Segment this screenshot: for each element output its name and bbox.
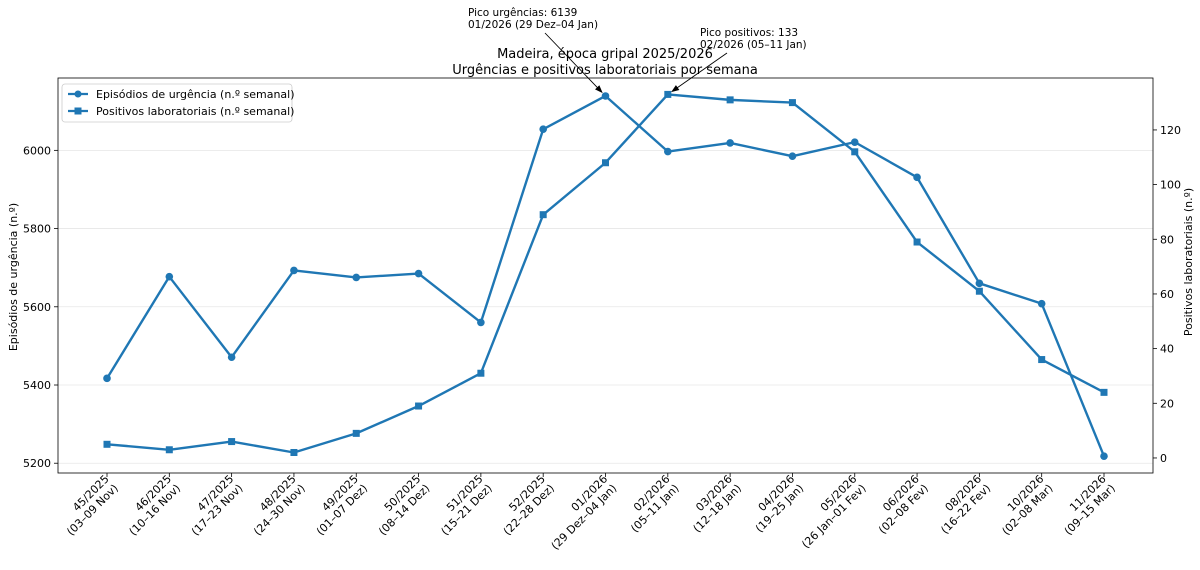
point-positivos bbox=[851, 148, 859, 156]
legend-marker-urgencias bbox=[74, 90, 82, 98]
point-urgencias bbox=[227, 353, 236, 362]
point-positivos bbox=[913, 238, 921, 246]
y-left-tick-label: 5200 bbox=[23, 457, 51, 470]
point-positivos bbox=[228, 438, 236, 446]
point-urgencias bbox=[103, 374, 111, 383]
series-positivos bbox=[103, 90, 1108, 456]
annotation-peak-urgencias-line2: 01/2026 (29 Dez–04 Jan) bbox=[468, 19, 598, 31]
point-urgencias bbox=[975, 279, 984, 288]
point-positivos bbox=[664, 90, 672, 98]
chart-title: Madeira, época gripal 2025/2026 bbox=[497, 47, 713, 62]
annotation-peak-positivos: Pico positivos: 133 02/2026 (05–11 Jan) bbox=[671, 27, 807, 93]
point-positivos bbox=[1100, 388, 1108, 396]
point-urgencias bbox=[539, 125, 547, 134]
y-right-tick-label: 80 bbox=[1160, 233, 1174, 246]
annotation-peak-urgencias-arrow bbox=[544, 32, 599, 90]
left-axis: 5200 5400 5600 5800 6000 bbox=[23, 144, 58, 470]
annotation-peak-urgencias-line1: Pico urgências: 6139 bbox=[468, 7, 577, 19]
point-urgencias bbox=[601, 92, 610, 100]
point-urgencias bbox=[726, 139, 734, 147]
point-urgencias bbox=[414, 269, 423, 278]
point-positivos bbox=[726, 96, 734, 104]
point-positivos bbox=[975, 287, 983, 295]
point-urgencias bbox=[788, 152, 797, 161]
chart-subtitle: Urgências e positivos laboratoriais por … bbox=[452, 63, 758, 78]
legend-label-urgencias: Episódios de urgência (n.º semanal) bbox=[96, 88, 295, 101]
series-urgencias bbox=[103, 92, 1108, 460]
point-urgencias bbox=[664, 147, 672, 156]
grid-lines bbox=[58, 149, 1153, 464]
right-axis: 0 20 40 60 80 100 120 bbox=[1153, 124, 1181, 465]
y-right-tick-label: 0 bbox=[1160, 452, 1167, 465]
point-positivos bbox=[103, 440, 111, 448]
point-positivos bbox=[477, 369, 485, 377]
legend-label-positivos: Positivos laboratoriais (n.º semanal) bbox=[96, 105, 294, 118]
y-right-tick-label: 60 bbox=[1160, 288, 1174, 301]
point-urgencias bbox=[477, 318, 485, 327]
point-urgencias bbox=[290, 266, 298, 275]
y-left-tick-label: 6000 bbox=[23, 144, 51, 157]
point-urgencias bbox=[913, 173, 921, 182]
point-positivos bbox=[352, 429, 360, 437]
point-positivos bbox=[1038, 356, 1046, 364]
point-positivos bbox=[290, 448, 298, 456]
point-positivos bbox=[165, 446, 173, 454]
point-urgencias bbox=[1100, 452, 1108, 460]
series-group bbox=[103, 90, 1108, 460]
y-right-tick-label: 40 bbox=[1160, 343, 1174, 356]
y-right-tick-label: 120 bbox=[1160, 124, 1181, 137]
y-axis-right-label: Positivos laboratoriais (n.º) bbox=[1182, 188, 1195, 336]
y-left-tick-label: 5400 bbox=[23, 379, 51, 392]
annotation-peak-positivos-line1: Pico positivos: 133 bbox=[700, 27, 798, 39]
point-urgencias bbox=[1037, 299, 1046, 308]
point-positivos bbox=[788, 99, 796, 107]
point-positivos bbox=[602, 159, 609, 167]
y-right-tick-label: 20 bbox=[1160, 397, 1174, 410]
legend-box bbox=[61, 83, 293, 123]
point-positivos bbox=[415, 402, 423, 410]
point-urgencias bbox=[352, 273, 361, 282]
legend-marker-positivos bbox=[74, 107, 82, 115]
annotations: Pico urgências: 6139 01/2026 (29 Dez–04 … bbox=[468, 7, 807, 94]
point-positivos bbox=[539, 211, 547, 219]
annotation-peak-positivos-line2: 02/2026 (05–11 Jan) bbox=[700, 39, 807, 51]
y-left-tick-label: 5800 bbox=[23, 223, 51, 236]
annotation-peak-urgencias: Pico urgências: 6139 01/2026 (29 Dez–04 … bbox=[468, 7, 603, 94]
annotation-peak-positivos-arrowhead bbox=[671, 85, 680, 93]
annotation-peak-positivos-arrow bbox=[675, 52, 728, 90]
point-urgencias bbox=[165, 272, 174, 281]
legend: Episódios de urgência (n.º semanal) Posi… bbox=[61, 83, 295, 123]
annotation-peak-urgencias-arrowhead bbox=[595, 85, 603, 94]
y-axis-left-label: Episódios de urgência (n.º) bbox=[7, 203, 20, 351]
y-left-tick-label: 5600 bbox=[23, 301, 51, 314]
y-right-tick-label: 100 bbox=[1160, 179, 1181, 192]
point-urgencias bbox=[850, 138, 859, 146]
